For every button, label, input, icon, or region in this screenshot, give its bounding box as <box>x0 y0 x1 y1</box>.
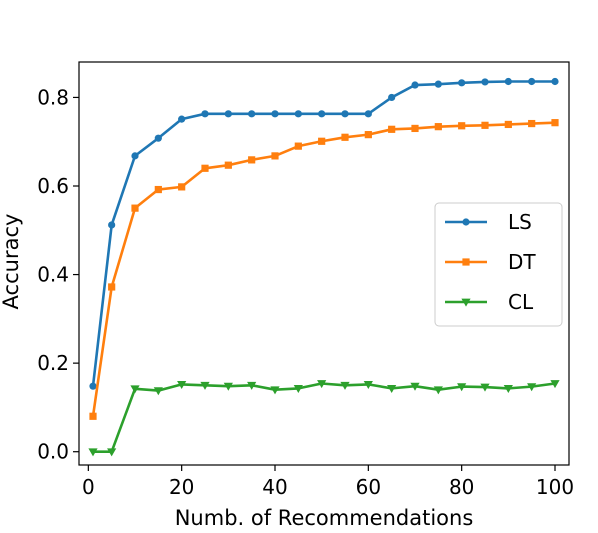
series-ls-point <box>551 77 559 86</box>
x-tick-label: 80 <box>449 475 474 499</box>
legend-label-cl: CL <box>508 290 534 314</box>
series-ls-point <box>481 78 489 86</box>
legend-marker-ls <box>462 218 470 226</box>
y-tick-label: 0.6 <box>37 174 69 198</box>
series-cl-point <box>527 383 537 392</box>
y-tick-label: 0.8 <box>37 85 69 109</box>
plot-frame <box>78 61 570 466</box>
series-dt-point <box>388 125 396 133</box>
series-ls-point <box>271 110 279 118</box>
series-cl-point <box>503 384 513 393</box>
y-tick-label: 0.0 <box>37 440 69 464</box>
series-dt-point <box>224 161 232 169</box>
series-dt-point <box>271 152 279 160</box>
series-ls-point <box>178 115 186 123</box>
series-cl-point <box>433 386 443 395</box>
x-tick-label: 40 <box>262 475 287 499</box>
series-ls-point <box>318 110 326 118</box>
legend-item-dt: DT <box>445 250 536 274</box>
series-ls-point <box>108 221 116 229</box>
series-cl-point <box>153 387 163 396</box>
series-ls-point <box>458 79 466 87</box>
series-cl-point <box>200 381 210 390</box>
series-ls-point <box>201 110 209 118</box>
x-tick-label: 20 <box>169 475 194 499</box>
series-cl-point <box>410 382 420 391</box>
series-dt-point <box>131 204 139 212</box>
series-cl-point <box>457 383 467 392</box>
x-axis-label: Numb. of Recommendations <box>175 506 474 530</box>
series-ls-point <box>131 152 139 160</box>
series-dt-point <box>201 164 209 172</box>
series-cl-point <box>363 381 373 389</box>
series-dt-point <box>248 156 256 164</box>
series-cl-line <box>93 382 556 454</box>
series-ls-point <box>504 77 512 86</box>
legend-item-cl: CL <box>445 290 534 314</box>
legend-label-ls: LS <box>508 210 532 234</box>
series-cl-point <box>550 380 560 389</box>
series-ls-point <box>528 77 536 86</box>
y-tick-label: 0.2 <box>37 351 69 375</box>
series-cl-point <box>270 386 280 395</box>
series-cl-point <box>480 383 490 392</box>
y-axis-label: Accuracy <box>0 214 23 310</box>
legend-item-ls: LS <box>445 210 532 234</box>
legend: LS DT CL <box>434 202 563 327</box>
series-dt-point <box>504 120 512 129</box>
series-dt-point <box>411 124 419 133</box>
series-ls-point <box>154 134 162 142</box>
legend-marker-cl <box>461 298 471 307</box>
series-ls-point <box>248 110 256 118</box>
series-ls-point <box>89 382 97 390</box>
legend-box <box>434 202 563 327</box>
series-ls-point <box>411 81 419 89</box>
series-dt-point <box>341 133 349 141</box>
series-cl-point <box>340 381 350 390</box>
series-cl-point <box>223 382 233 391</box>
axes: 0 20 40 60 80 100 0.0 0.2 0.4 0.6 0.8 <box>37 61 574 499</box>
series-cl-point <box>247 381 257 390</box>
series-dt-point <box>364 131 372 139</box>
x-tick-label: 0 <box>82 475 95 499</box>
series-dt-point <box>528 119 536 128</box>
series-dt-point <box>318 137 326 145</box>
series-ls-point <box>224 110 232 118</box>
series-ls-point <box>434 80 442 88</box>
series-dt <box>89 119 559 420</box>
series-ls <box>89 77 559 390</box>
series-cl-point <box>107 448 117 457</box>
legend-marker-dt <box>462 258 470 266</box>
series-cl <box>88 380 560 457</box>
series-dt-point <box>178 183 186 191</box>
series-ls-point <box>364 110 372 118</box>
series-dt-point <box>89 412 97 420</box>
series-cl-point <box>177 381 187 389</box>
series-ls-point <box>388 93 396 102</box>
series-dt-point <box>458 122 466 130</box>
series-cl-point <box>317 380 327 389</box>
series-ls-point <box>294 110 302 118</box>
series-ls-point <box>341 110 349 118</box>
series-cl-point <box>387 384 397 393</box>
y-tick-label: 0.4 <box>37 263 69 287</box>
series-dt-point <box>294 142 302 150</box>
series-dt-point <box>434 123 442 131</box>
series-dt-point <box>108 283 116 291</box>
series-cl-point <box>88 448 98 457</box>
series-dt-point <box>481 121 489 129</box>
series-dt-point <box>551 119 559 127</box>
series-cl-point <box>293 384 303 393</box>
x-tick-label: 100 <box>536 475 574 499</box>
x-tick-label: 60 <box>356 475 381 499</box>
plot-area <box>88 77 560 457</box>
series-cl-point <box>130 385 140 394</box>
series-dt-point <box>154 185 162 194</box>
legend-label-dt: DT <box>508 250 536 274</box>
